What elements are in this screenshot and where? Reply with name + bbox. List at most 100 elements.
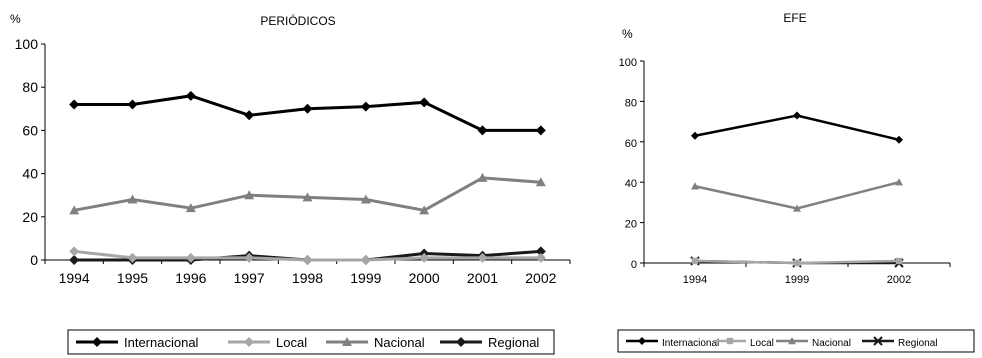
legend-label: Internacional — [124, 335, 199, 350]
plot-area: 0 20 40 60 80 100 1994 1995 1996 1997 1998 1999 2000… — [15, 36, 571, 286]
legend-marker — [342, 337, 352, 346]
legend-item: Regional — [862, 336, 937, 349]
x-tick-label: 1994 — [683, 274, 707, 286]
data-point — [127, 194, 138, 204]
legend-marker — [456, 337, 466, 347]
data-point — [691, 182, 699, 190]
chart-periodicos: PERIÓDICOS % 0 20 40 60 80 100 1994 1995 1996 199… — [10, 12, 571, 355]
data-point — [127, 99, 138, 110]
y-tick-label: 100 — [15, 36, 39, 52]
data-point — [535, 177, 546, 187]
data-point — [691, 131, 699, 140]
legend-item: Internacional — [626, 337, 719, 349]
data-point — [535, 125, 546, 136]
series-nacional — [69, 172, 546, 215]
legend-label: Local — [750, 338, 774, 349]
data-point — [360, 194, 371, 204]
data-point — [185, 203, 196, 213]
data-point — [302, 192, 313, 202]
legend-item: Internacional — [76, 335, 199, 350]
y-tick-label: 60 — [625, 138, 637, 150]
y-tick-label: 40 — [22, 166, 38, 182]
data-point — [477, 252, 488, 263]
data-point — [419, 205, 430, 215]
x-tick-label: 1995 — [117, 270, 148, 286]
legend-label: Nacional — [374, 335, 425, 350]
data-point — [793, 259, 801, 267]
data-point — [244, 110, 255, 121]
data-point — [302, 103, 313, 114]
legend-item: Regional — [440, 335, 539, 350]
y-axis-label: % — [622, 27, 633, 41]
data-point — [419, 252, 430, 263]
data-point — [127, 252, 138, 263]
y-axis-label: % — [10, 12, 21, 26]
series-nacional — [691, 178, 903, 212]
series-local — [69, 246, 546, 265]
x-tick-label: 1996 — [175, 270, 206, 286]
plot-area: 0 20 40 60 80 100 1994 1999 2002 — [619, 57, 951, 286]
data-point — [477, 172, 488, 182]
x-tick-label: 2002 — [525, 270, 556, 286]
y-tick-label: 40 — [625, 178, 637, 190]
legend-marker — [726, 337, 734, 345]
chart-title: EFE — [783, 11, 806, 25]
data-point — [69, 246, 80, 257]
y-tick-label: 100 — [619, 57, 637, 69]
chart-title: PERIÓDICOS — [260, 13, 335, 28]
legend-item: Local — [714, 337, 774, 349]
legend-marker — [244, 337, 254, 347]
y-tick-label: 0 — [631, 259, 637, 271]
data-point — [360, 255, 371, 265]
legend-label: Local — [276, 335, 307, 350]
y-tick-label: 60 — [22, 122, 38, 138]
data-point — [244, 190, 255, 200]
legend-label: Internacional — [662, 338, 719, 349]
data-point — [302, 255, 313, 265]
data-point — [895, 257, 903, 265]
legend-item: Local — [228, 335, 307, 350]
legend-label: Nacional — [812, 338, 851, 349]
data-point — [69, 99, 80, 110]
x-tick-label: 2002 — [887, 274, 911, 286]
data-point — [895, 135, 903, 144]
y-tick-label: 0 — [30, 252, 38, 268]
data-point — [691, 257, 699, 265]
legend: Internacional Local Nacional Regional — [617, 329, 975, 353]
legend-marker — [638, 337, 646, 345]
data-point — [793, 111, 801, 120]
legend-item: Nacional — [776, 337, 851, 349]
x-tick-label: 1994 — [59, 270, 90, 286]
series-local — [691, 257, 903, 267]
y-tick-label: 80 — [22, 79, 38, 95]
legend-marker — [92, 337, 102, 347]
x-tick-label: 2000 — [409, 270, 440, 286]
y-tick-label: 80 — [625, 97, 637, 109]
y-tick-label: 20 — [22, 209, 38, 225]
series-internacional — [691, 111, 903, 144]
legend-item: Nacional — [326, 335, 425, 350]
legend-label: Regional — [488, 335, 539, 350]
data-point — [69, 205, 80, 215]
data-point — [185, 90, 196, 101]
data-point — [535, 246, 546, 257]
data-point — [895, 178, 903, 186]
data-point — [185, 252, 196, 263]
y-tick-label: 20 — [625, 219, 637, 231]
data-point — [793, 204, 801, 212]
legend-marker — [788, 337, 796, 345]
x-tick-label: 2001 — [467, 270, 498, 286]
x-tick-label: 1999 — [785, 274, 809, 286]
x-tick-label: 1997 — [234, 270, 265, 286]
series-internacional — [69, 90, 546, 136]
legend: Internacional Local Nacional Regional — [67, 329, 555, 355]
data-point — [244, 252, 255, 263]
x-tick-label: 1998 — [292, 270, 323, 286]
data-point — [419, 97, 430, 108]
legend-label: Regional — [898, 338, 937, 349]
chart-efe: EFE % 0 20 40 60 80 100 1994 1999 2002 Internaci… — [617, 11, 975, 353]
data-point — [360, 101, 371, 112]
data-point — [535, 252, 546, 263]
data-point — [69, 255, 80, 265]
